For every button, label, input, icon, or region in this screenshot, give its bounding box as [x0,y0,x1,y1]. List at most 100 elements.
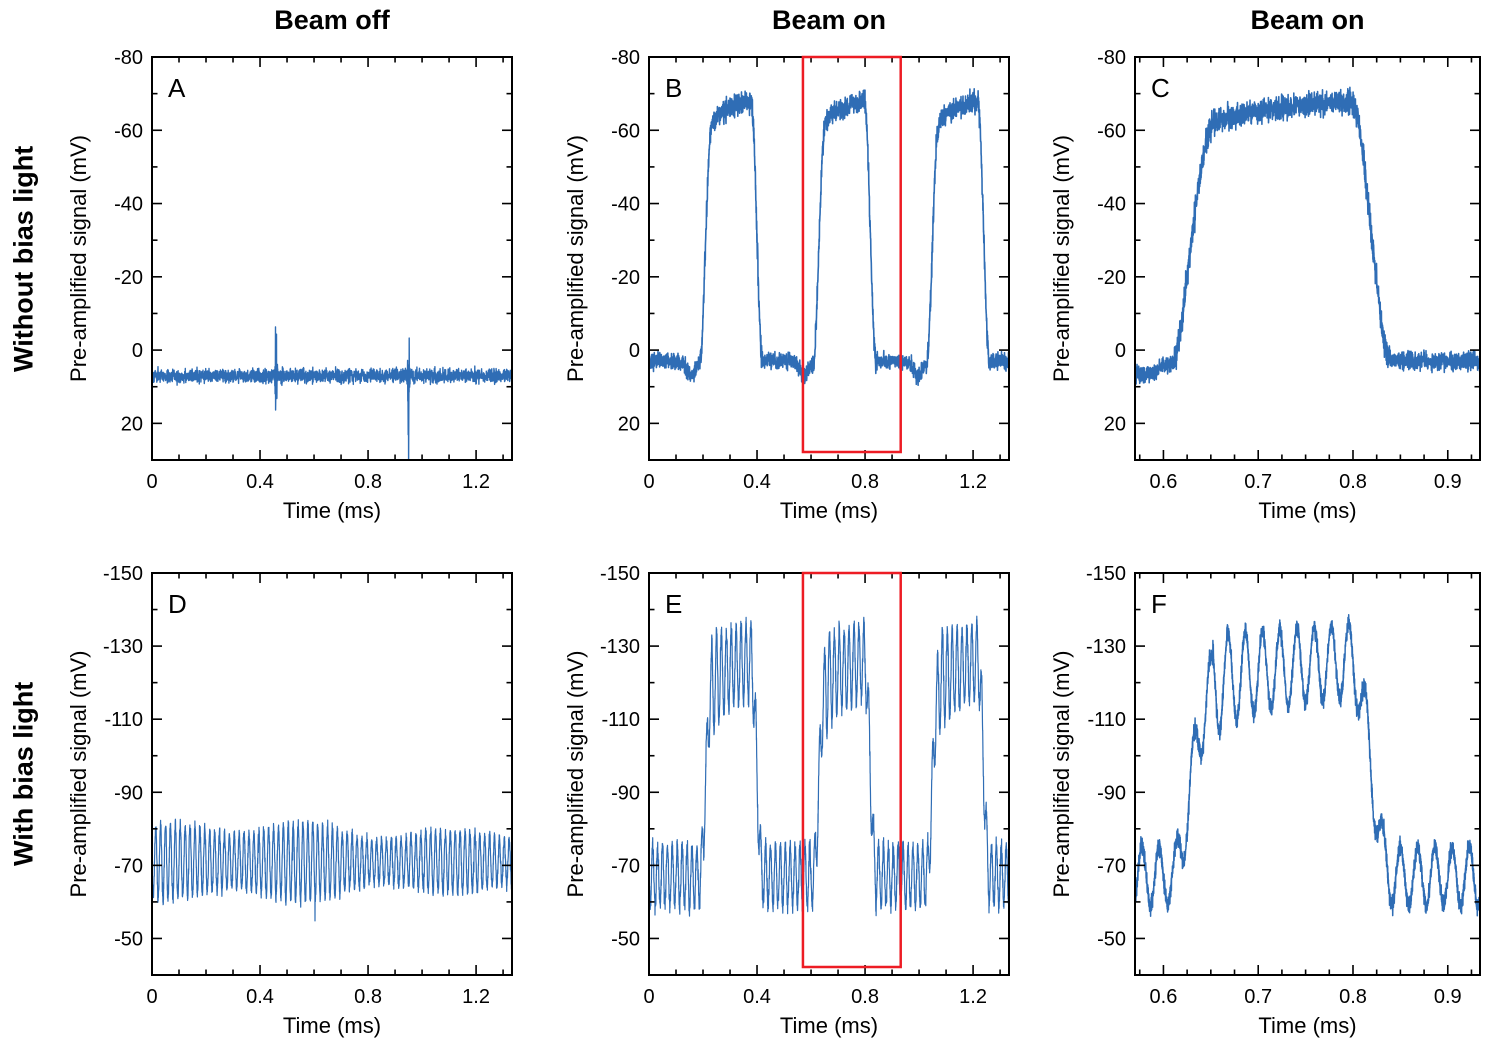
tick-marks-f [1135,572,1480,976]
y-tick-label: -40 [114,194,143,216]
panel-b: 0 0.4 0.8 1.2 -80 -60 -40 -20 0 20 Time (ms) Pre-am… [563,47,1010,523]
y-tick-label: -50 [1097,928,1126,950]
y-tick-label: -40 [611,194,640,216]
signal-trace-e [649,615,1009,917]
axes-frame-a [151,56,513,461]
panel-letter-b: B [665,73,682,103]
x-tick-label: 1.2 [959,986,987,1008]
x-axis-title-a: Time (ms) [283,498,381,523]
signal-trace-f [1135,613,1480,918]
x-tick-label: 0.8 [1339,986,1367,1008]
signal-trace-b [649,88,1009,387]
panel-d: 0 0.4 0.8 1.2 -150 -130 -110 -90 -70 -50 Time (ms)… [66,563,513,1038]
panel-letter-a: A [168,73,186,103]
panel-letter-e: E [665,589,682,619]
panel-a: 0 0.4 0.8 1.2 -80 -60 -40 -20 0 20 Time (ms) Pre-am… [66,47,513,523]
y-tick-label: -40 [1097,194,1126,216]
panel-letter-f: F [1151,589,1167,619]
y-tick-label: -70 [114,855,143,877]
x-tick-label: 0.9 [1434,986,1462,1008]
x-tick-label: 0.4 [246,986,274,1008]
panel-e: 0 0.4 0.8 1.2 -150 -130 -110 -90 -70 -50 Time (ms)… [563,563,1010,1038]
x-tick-label: 0.8 [354,986,382,1008]
tick-marks-c [1135,56,1480,461]
x-tick-label: 0 [146,471,157,493]
y-tick-label: -130 [600,636,640,658]
x-tick-label: 0.8 [354,471,382,493]
x-tick-label: 1.2 [462,471,490,493]
x-tick-label: 0.9 [1434,471,1462,493]
y-tick-label: -130 [103,636,143,658]
signal-trace-c [1135,86,1480,385]
y-tick-label: -80 [1097,47,1126,69]
y-tick-label: 0 [1115,340,1126,362]
y-tick-label: -50 [611,928,640,950]
y-tick-label: -150 [600,563,640,585]
y-tick-label: -130 [1086,636,1126,658]
axes-frame-f [1134,572,1481,976]
y-axis-title-c: Pre-amplified signal (mV) [1049,135,1074,382]
x-tick-label: 0 [146,986,157,1008]
y-axis-title-e: Pre-amplified signal (mV) [563,651,588,898]
y-axis-title-a: Pre-amplified signal (mV) [66,135,91,382]
x-tick-label: 0.6 [1150,986,1178,1008]
y-tick-label: -150 [103,563,143,585]
x-tick-label: 1.2 [462,986,490,1008]
column-title-beam-on-1: Beam on [771,5,887,35]
x-axis-title-e: Time (ms) [780,1013,878,1038]
y-tick-label: 20 [618,413,640,435]
x-tick-label: 0.4 [743,471,771,493]
y-tick-label: -110 [601,709,640,731]
y-tick-label: -110 [104,709,143,731]
x-tick-label: 0.4 [246,471,274,493]
panel-letter-c: C [1151,73,1170,103]
x-axis-title-b: Time (ms) [780,498,878,523]
highlight-box-e [801,571,902,969]
y-tick-label: 20 [121,413,143,435]
x-tick-label: 0 [643,471,654,493]
y-tick-label: 20 [1104,413,1126,435]
x-axis-title-f: Time (ms) [1258,1013,1356,1038]
y-tick-label: -110 [1087,709,1126,731]
y-tick-label: -60 [114,120,143,142]
x-tick-label: 0.7 [1244,986,1272,1008]
tick-marks-e [648,572,1009,976]
y-tick-label: -150 [1086,563,1126,585]
y-axis-title-f: Pre-amplified signal (mV) [1049,651,1074,898]
y-tick-label: -20 [114,267,143,289]
y-tick-label: 0 [132,340,143,362]
y-tick-label: -60 [611,120,640,142]
panel-c: 0.6 0.7 0.8 0.9 -80 -60 -40 -20 0 20 Time (ms) Pre-… [1049,47,1481,523]
x-tick-label: 0.8 [851,986,879,1008]
y-tick-label: -60 [1097,120,1126,142]
x-tick-label: 0.8 [851,471,879,493]
y-tick-label: -50 [114,928,143,950]
y-tick-label: -90 [1097,782,1126,804]
y-tick-label: -90 [611,782,640,804]
axes-frame-d [151,572,513,976]
y-tick-label: 0 [629,340,640,362]
tick-marks-a [151,56,512,461]
highlight-box-b [801,55,902,454]
y-tick-label: -80 [114,47,143,69]
x-tick-label: 0.8 [1339,471,1367,493]
tick-marks-d [151,572,512,976]
x-tick-label: 0 [643,986,654,1008]
signal-trace-d [152,818,512,922]
column-title-beam-off: Beam off [274,5,390,35]
signal-trace-a [152,326,512,460]
x-tick-label: 0.4 [743,986,771,1008]
panel-letter-d: D [168,589,187,619]
y-tick-label: -20 [1097,267,1126,289]
column-title-beam-on-2: Beam on [1250,5,1365,35]
x-tick-label: 1.2 [959,471,987,493]
panel-f: 0.6 0.7 0.8 0.9 -150 -130 -110 -90 -70 -50 Time (m… [1049,563,1481,1038]
x-tick-label: 0.6 [1150,471,1178,493]
y-tick-label: -70 [611,855,640,877]
y-tick-label: -20 [611,267,640,289]
y-tick-label: -90 [114,782,143,804]
y-tick-label: -70 [1097,855,1126,877]
axes-frame-c [1134,56,1481,461]
